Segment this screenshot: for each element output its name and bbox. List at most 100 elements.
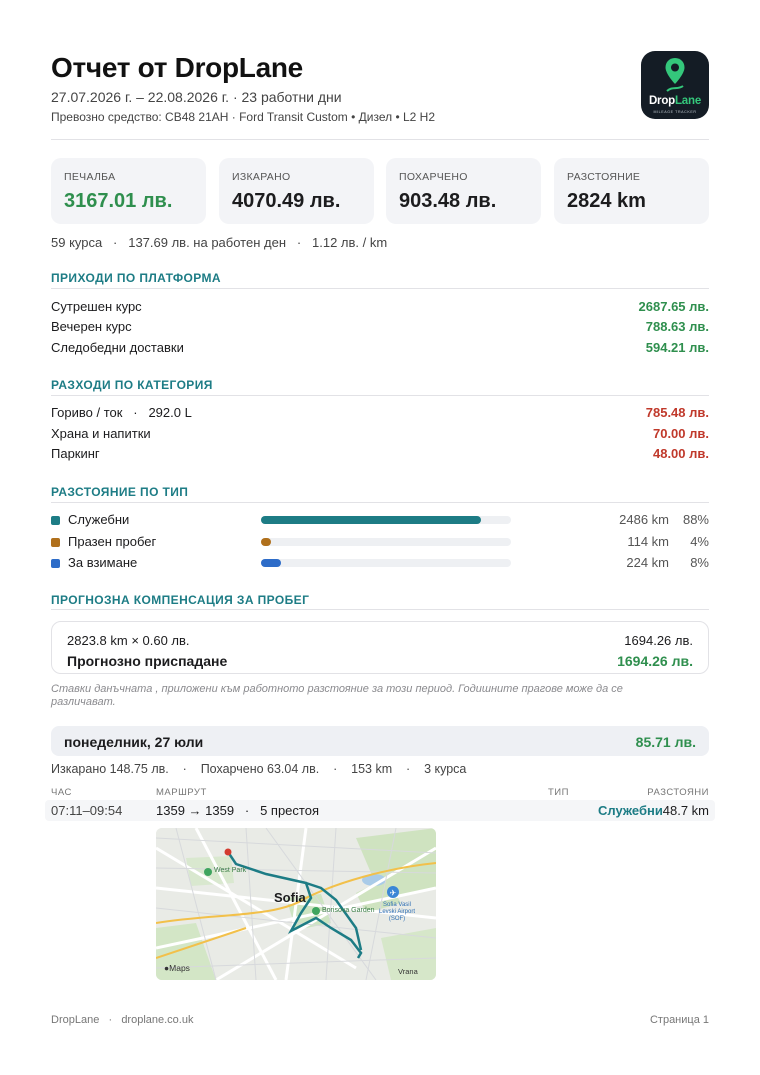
projected-deduction-value: 1694.26 лв. (617, 653, 693, 669)
trip-route: 1359 → 1359 · 5 престоя (156, 803, 319, 818)
divider (51, 395, 709, 396)
expenses-section-title: РАЗХОДИ ПО КАТЕГОРИЯ (51, 378, 213, 392)
distance-km: 114 km (627, 534, 669, 549)
compensation-section-title: ПРОГНОЗНА КОМПЕНСАЦИЯ ЗА ПРОБЕГ (51, 593, 310, 607)
map-canvas: ✈ (156, 828, 436, 980)
expense-label: Паркинг (51, 446, 100, 461)
expense-value: 48.00 лв. (652, 446, 709, 461)
day-header: понеделник, 27 юли 85.71 лв. (51, 726, 709, 756)
income-section-title: ПРИХОДИ ПО ПЛАТФОРМА (51, 271, 221, 285)
trip-distance: 48.7 km (662, 803, 709, 818)
expense-row: Паркинг 48.00 лв. (51, 446, 709, 464)
distance-km: 224 km (626, 555, 669, 570)
income-value: 2687.65 лв. (638, 299, 709, 314)
trip-row[interactable]: 07:11–09:54 1359 → 1359 · 5 престоя Служ… (45, 800, 715, 821)
divider (51, 139, 709, 140)
expense-label: Храна и напитки (51, 426, 151, 441)
footer-brand: DropLane · droplane.co.uk (51, 1014, 194, 1026)
card-value: 2824 km (567, 190, 646, 212)
income-row: Следобедни доставки 594.21 лв. (51, 340, 709, 358)
location-pin-icon (665, 58, 685, 92)
report-title: Отчет от DropLane (51, 52, 303, 83)
card-value: 903.48 лв. (399, 190, 497, 212)
distance-row: За взимане 224 km 8% (51, 555, 709, 573)
distance-km: 2486 km (619, 512, 669, 527)
card-value: 4070.49 лв. (232, 190, 341, 212)
distance-type-label: Празен пробег (68, 534, 157, 549)
distance-card: РАЗСТОЯНИЕ 2824 km (554, 158, 709, 224)
card-label: РАЗСТОЯНИЕ (567, 171, 641, 183)
day-label: понеделник, 27 юли (64, 734, 204, 750)
route-map[interactable]: ✈ Sofia West Park Borisova Garden Sofia … (156, 828, 436, 980)
map-attribution: ●Maps (164, 963, 190, 973)
compensation-formula-value: 1694.26 лв. (624, 633, 693, 648)
distance-percent: 88% (682, 512, 709, 527)
map-label-park: West Park (214, 867, 247, 874)
day-profit: 85.71 лв. (635, 734, 696, 750)
expense-value: 70.00 лв. (652, 426, 709, 441)
card-label: ПЕЧАЛБА (64, 171, 116, 183)
footer-page-number: Страница 1 (649, 1014, 709, 1026)
distance-percent: 8% (690, 555, 709, 570)
card-value: 3167.01 лв. (64, 190, 173, 212)
logo-tagline: MILEAGE TRACKER (653, 110, 697, 114)
card-label: ПОХАРЧЕНО (399, 171, 468, 183)
droplane-logo: DropLane MILEAGE TRACKER (641, 51, 709, 119)
distance-type-label: За взимане (68, 555, 138, 570)
income-value: 788.63 лв. (645, 319, 709, 334)
column-header-route: МАРШРУТ (156, 787, 207, 798)
income-label: Сутрешен курс (51, 299, 142, 314)
svg-text:✈: ✈ (390, 889, 397, 898)
compensation-note: Ставки данъчната , приложени към работно… (51, 683, 623, 708)
compensation-box: 2823.8 km × 0.60 лв. 1694.26 лв. Прогноз… (51, 621, 709, 674)
distance-bar-track (261, 516, 511, 524)
distance-bar-fill (261, 538, 271, 546)
expense-row: Гориво / ток · 292.0 L 785.48 лв. (51, 405, 709, 423)
projected-deduction-label: Прогнозно приспадане (67, 653, 228, 669)
report-period: 27.07.2026 г. – 22.08.2026 г. · 23 работ… (51, 89, 342, 105)
distance-bar-fill (261, 516, 481, 524)
column-header-type: ТИП (548, 787, 569, 798)
apple-icon: ● (164, 963, 170, 973)
income-value: 594.21 лв. (645, 340, 709, 355)
expense-value: 785.48 лв. (645, 405, 709, 420)
summary-cards: ПЕЧАЛБА 3167.01 лв. ИЗКАРАНО 4070.49 лв.… (51, 158, 709, 224)
expense-row: Храна и напитки 70.00 лв. (51, 426, 709, 444)
logo-wordmark: DropLane (648, 95, 702, 107)
distance-percent: 4% (690, 534, 709, 549)
map-label-airport: Sofia Vasil Levski Airport (SOF) (378, 902, 415, 922)
map-label-city: Sofia (274, 890, 306, 905)
divider (51, 609, 709, 610)
distance-section-title: РАЗСТОЯНИЕ ПО ТИП (51, 485, 189, 499)
trip-type: Служебни (598, 803, 663, 818)
compensation-formula: 2823.8 km × 0.60 лв. (67, 633, 190, 648)
distance-row: Служебни 2486 km 88% (51, 512, 709, 530)
day-stats: Изкарано 148.75 лв. · Похарчено 63.04 лв… (51, 762, 467, 776)
expense-label: Гориво / ток · 292.0 L (51, 405, 192, 420)
distance-bar-track (261, 559, 511, 567)
legend-swatch (51, 516, 60, 525)
income-row: Вечерен курс 788.63 лв. (51, 319, 709, 337)
column-header-distance: РАЗСТОЯНИ (647, 787, 709, 798)
earned-card: ИЗКАРАНО 4070.49 лв. (219, 158, 374, 224)
vehicle-info: Превозно средство: CB48 21AH · Ford Tran… (51, 110, 436, 124)
distance-bar-fill (261, 559, 281, 567)
distance-type-label: Служебни (68, 512, 130, 527)
summary-stats: 59 курса · 137.69 лв. на работен ден · 1… (51, 235, 388, 250)
spent-card: ПОХАРЧЕНО 903.48 лв. (386, 158, 541, 224)
distance-row: Празен пробег 114 km 4% (51, 534, 709, 552)
legend-swatch (51, 538, 60, 547)
distance-bar-track (261, 538, 511, 546)
income-label: Следобедни доставки (51, 340, 184, 355)
trip-time: 07:11–09:54 (51, 803, 123, 818)
map-label-vrana: Vrana (398, 967, 418, 976)
divider (51, 502, 709, 503)
divider (51, 288, 709, 289)
map-label-garden: Borisova Garden (322, 907, 375, 914)
profit-card: ПЕЧАЛБА 3167.01 лв. (51, 158, 206, 224)
column-header-time: ЧАС (51, 787, 72, 798)
card-label: ИЗКАРАНО (232, 171, 291, 183)
legend-swatch (51, 559, 60, 568)
income-label: Вечерен курс (51, 319, 132, 334)
income-row: Сутрешен курс 2687.65 лв. (51, 299, 709, 317)
